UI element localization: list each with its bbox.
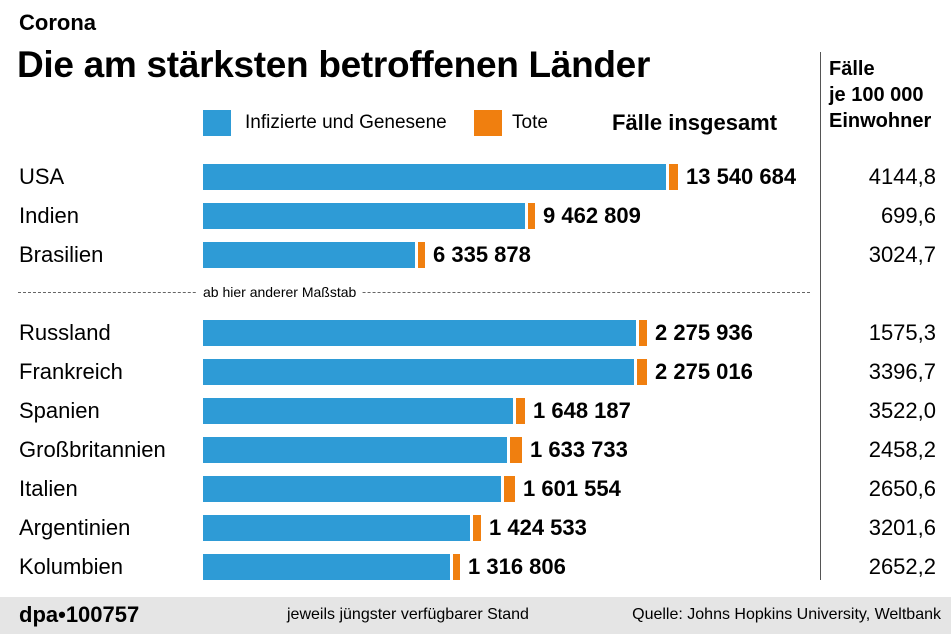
- footer-source: Quelle: Johns Hopkins University, Weltba…: [632, 606, 941, 623]
- country-label: Indien: [19, 203, 79, 228]
- rate-heading-line: Fälle: [829, 58, 875, 80]
- rate-value: 4144,8: [868, 164, 936, 189]
- chart-row: Indien 9 462 809 699,6: [0, 201, 951, 231]
- chart-title: Die am stärksten betroffenen Länder: [17, 44, 651, 85]
- bar-infected: [203, 203, 525, 229]
- total-value: 2 275 016: [655, 359, 753, 384]
- rate-value: 3522,0: [868, 398, 936, 423]
- country-label: Kolumbien: [19, 554, 123, 579]
- chart-row: Frankreich 2 275 016 3396,7: [0, 357, 951, 387]
- rate-column-divider: [820, 52, 821, 580]
- country-label: Italien: [19, 476, 78, 501]
- rate-heading-line: je 100 000: [829, 84, 924, 106]
- legend-label-deaths: Tote: [512, 112, 548, 133]
- chart-row: Russland 2 275 936 1575,3: [0, 318, 951, 348]
- bar-deaths: [473, 515, 481, 541]
- legend-swatch-infected: [203, 110, 231, 136]
- rate-value: 699,6: [880, 203, 936, 228]
- total-column-heading: Fälle insgesamt: [612, 110, 778, 135]
- country-label: Großbritannien: [19, 437, 166, 462]
- bar-infected: [203, 320, 636, 346]
- bar-infected: [203, 164, 666, 190]
- total-value: 13 540 684: [686, 164, 797, 189]
- bar-deaths: [453, 554, 460, 580]
- rate-value: 1575,3: [868, 320, 936, 345]
- bar-deaths: [510, 437, 522, 463]
- rate-value: 2652,2: [868, 554, 936, 579]
- rate-value: 2458,2: [868, 437, 936, 462]
- bar-infected: [203, 515, 470, 541]
- rate-heading-line: Einwohner: [829, 110, 932, 132]
- agency-code: dpa•100757: [19, 602, 140, 627]
- legend-label-infected: Infizierte und Genesene: [245, 112, 447, 133]
- chart-row: Argentinien 1 424 533 3201,6: [0, 513, 951, 543]
- chart-row: Brasilien 6 335 878 3024,7: [0, 240, 951, 270]
- bar-deaths: [639, 320, 647, 346]
- bar-deaths: [504, 476, 515, 502]
- total-value: 1 601 554: [523, 476, 621, 501]
- rate-value: 3396,7: [868, 359, 936, 384]
- chart-row: USA 13 540 684 4144,8: [0, 162, 951, 192]
- total-value: 1 424 533: [489, 515, 587, 540]
- bar-infected: [203, 242, 415, 268]
- bar-infected: [203, 554, 450, 580]
- bar-deaths: [637, 359, 647, 385]
- chart-row: Italien 1 601 554 2650,6: [0, 474, 951, 504]
- bar-deaths: [669, 164, 678, 190]
- country-label: Argentinien: [19, 515, 131, 540]
- footer-note: jeweils jüngster verfügbarer Stand: [287, 606, 529, 623]
- total-value: 9 462 809: [543, 203, 641, 228]
- country-label: Spanien: [19, 398, 100, 423]
- country-label: USA: [19, 164, 65, 189]
- bar-deaths: [516, 398, 525, 424]
- total-value: 1 316 806: [468, 554, 566, 579]
- country-label: Brasilien: [19, 242, 104, 267]
- bar-infected: [203, 437, 507, 463]
- scale-divider: [18, 292, 810, 293]
- kicker: Corona: [19, 10, 96, 35]
- rate-value: 2650,6: [868, 476, 936, 501]
- total-value: 1 648 187: [533, 398, 631, 423]
- bar-infected: [203, 398, 513, 424]
- footer: dpa•100757 jeweils jüngster verfügbarer …: [0, 597, 951, 634]
- rate-value: 3201,6: [868, 515, 936, 540]
- chart-row: Spanien 1 648 187 3522,0: [0, 396, 951, 426]
- bar-deaths: [528, 203, 535, 229]
- bar-deaths: [418, 242, 425, 268]
- country-label: Frankreich: [19, 359, 123, 384]
- bar-infected: [203, 359, 634, 385]
- total-value: 2 275 936: [655, 320, 753, 345]
- scale-note: ab hier anderer Maßstab: [197, 284, 363, 300]
- country-label: Russland: [19, 320, 111, 345]
- rate-column-heading: Fälle je 100 000 Einwohner: [829, 56, 931, 134]
- chart-row: Großbritannien 1 633 733 2458,2: [0, 435, 951, 465]
- chart-row: Kolumbien 1 316 806 2652,2: [0, 552, 951, 582]
- total-value: 6 335 878: [433, 242, 531, 267]
- total-value: 1 633 733: [530, 437, 628, 462]
- rate-value: 3024,7: [868, 242, 936, 267]
- legend-swatch-deaths: [474, 110, 502, 136]
- bar-infected: [203, 476, 501, 502]
